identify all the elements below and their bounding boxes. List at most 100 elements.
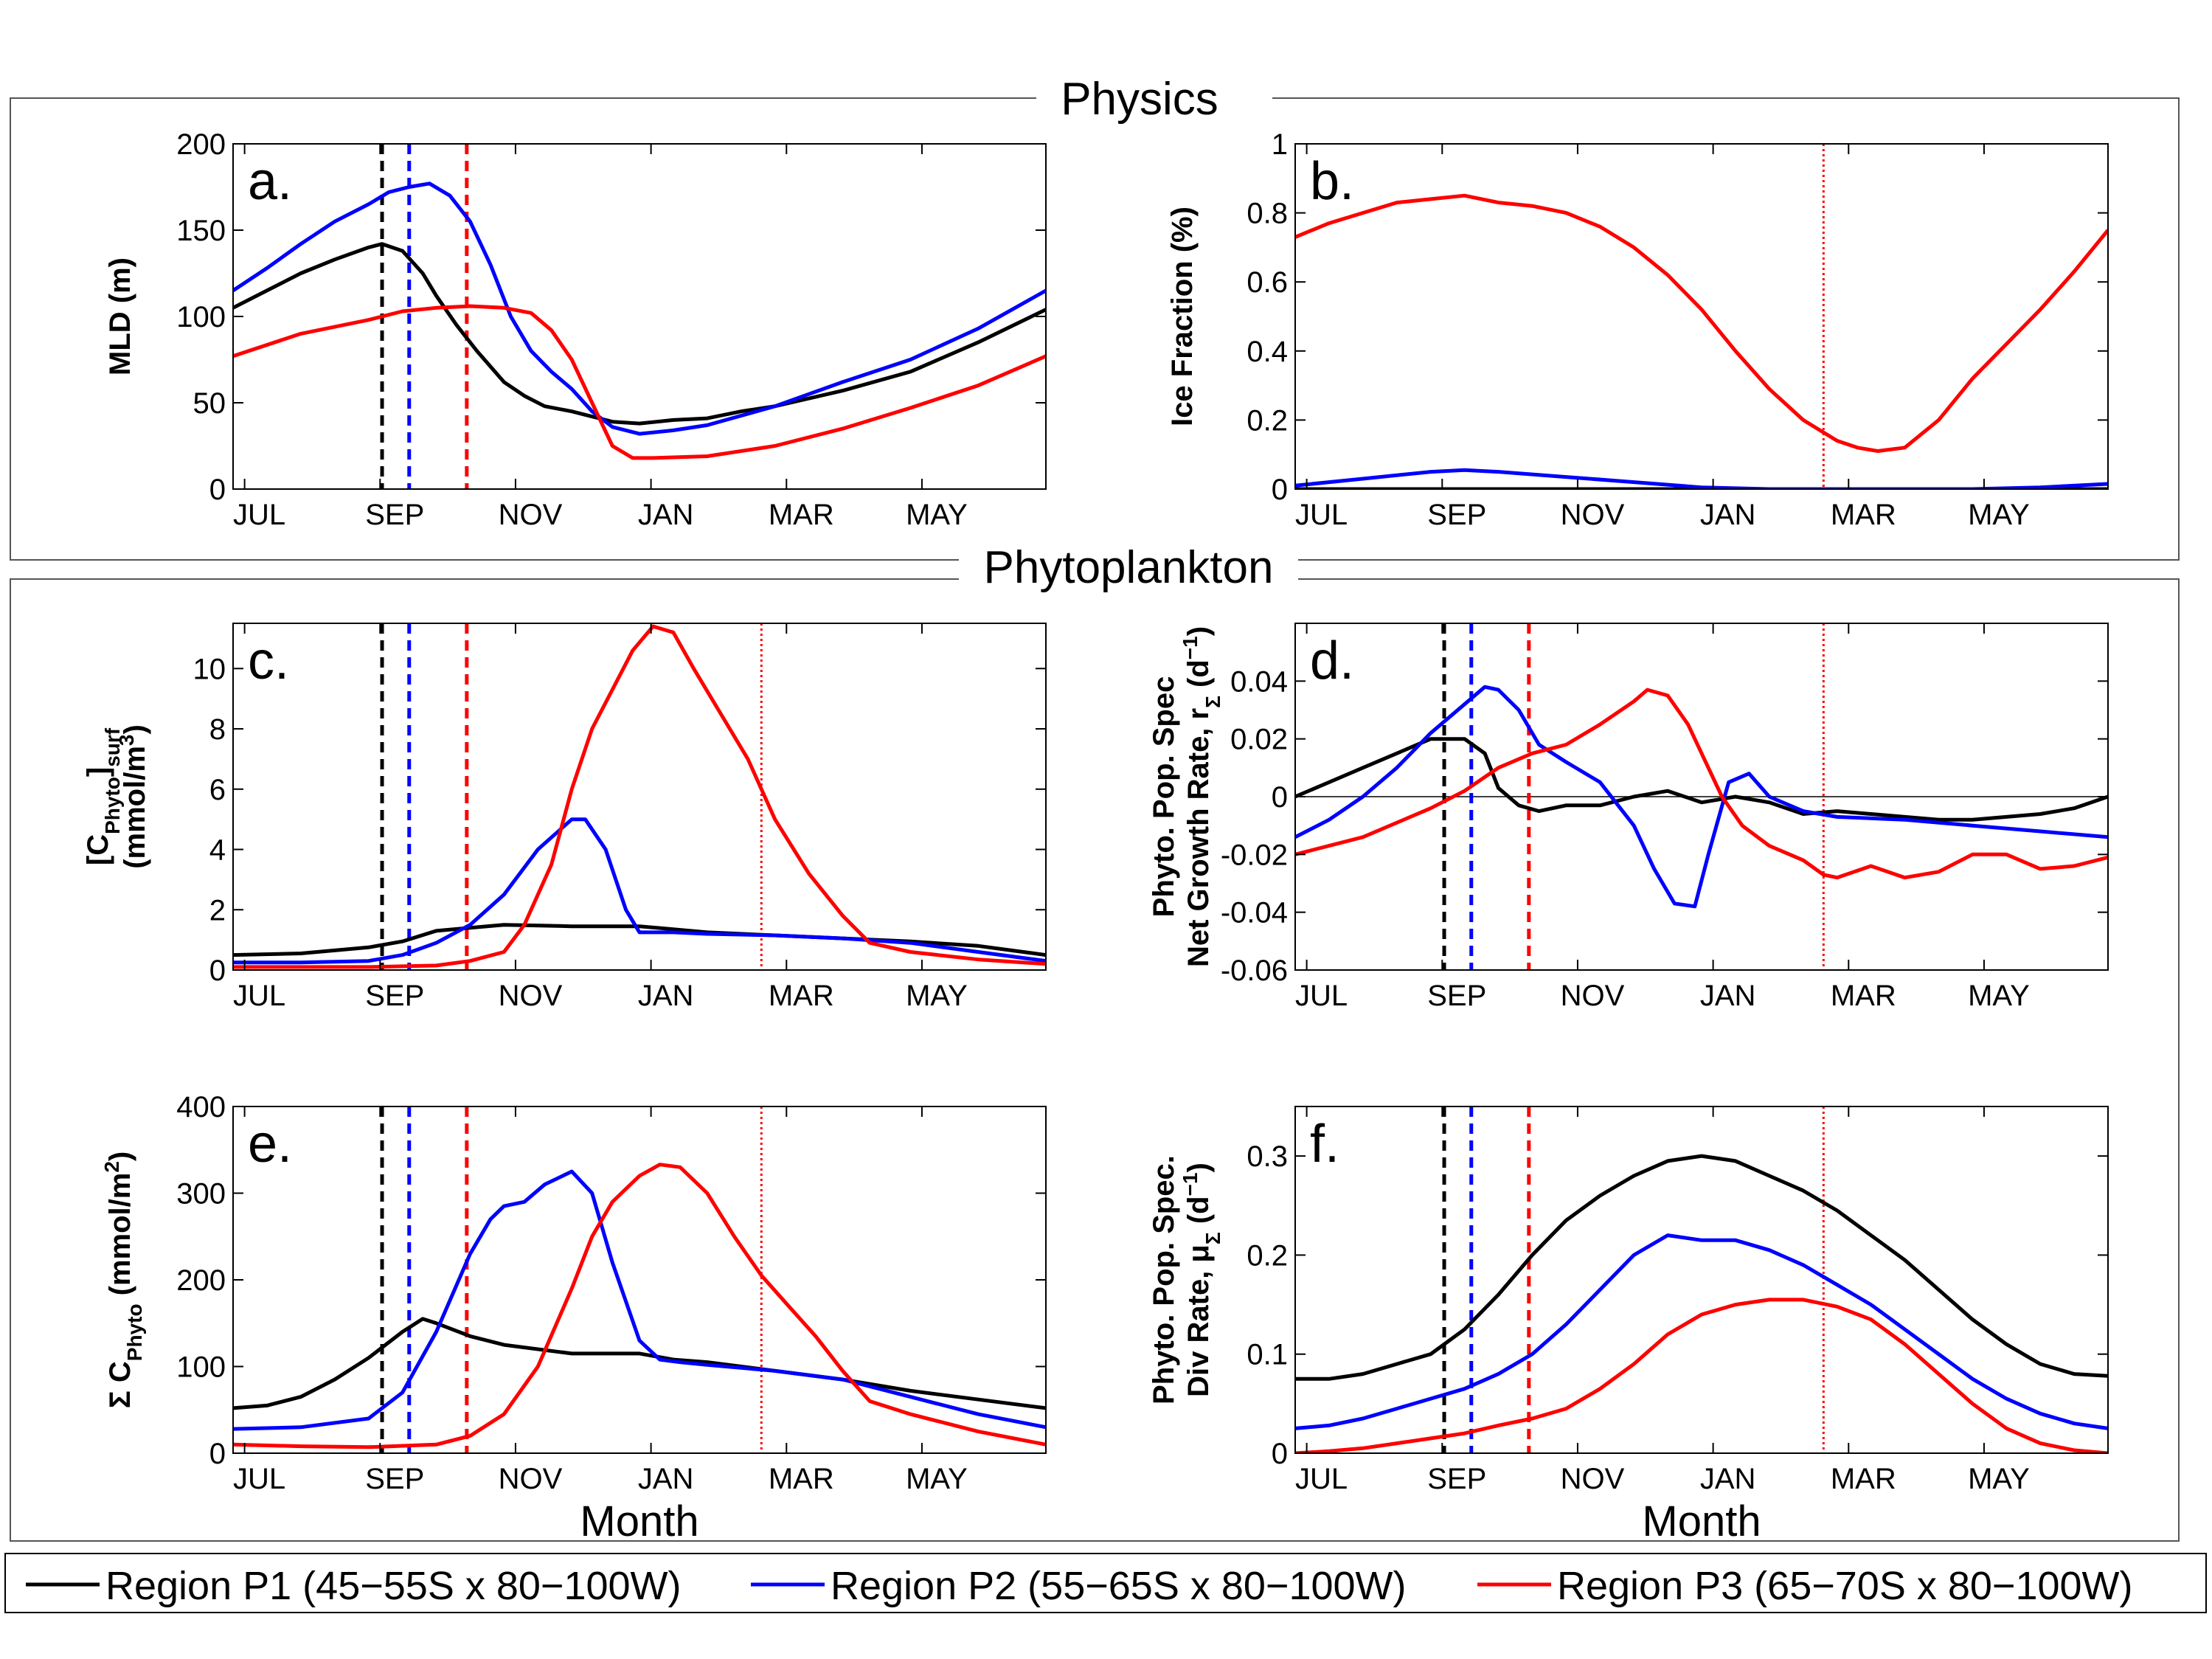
legend-item-p3: Region P3 (65−70S x 80−100W) (1477, 1564, 2133, 1608)
x-tick-label: SEP (1427, 980, 1486, 1012)
y-tick-label: 10 (193, 653, 226, 685)
y-tick-label: 0 (209, 1438, 226, 1470)
y-tick-label: 0 (1272, 474, 1288, 506)
panel-a-mld: 0 50 100 150 200 JUL SEP NOV JAN MAR MAY a. MLD (m) (104, 128, 1047, 531)
legend-item-p2: Region P2 (55−65S x 80−100W) (751, 1564, 1407, 1608)
x-tick-label: NOV (499, 980, 563, 1012)
y-tick-label: 0 (1272, 1438, 1288, 1470)
panel-label: a. (248, 152, 292, 211)
x-tick-label: MAR (1831, 499, 1896, 531)
y-tick-label: -0.02 (1221, 839, 1288, 871)
x-tick-label: JUL (233, 499, 285, 531)
y-axis-label: Ice Fraction (%) (1166, 207, 1199, 426)
x-tick-label: SEP (365, 1463, 424, 1495)
x-tick-label: JAN (1700, 980, 1756, 1012)
x-tick-label: SEP (365, 980, 424, 1012)
x-tick-label: NOV (1561, 1463, 1625, 1495)
axes-frame (1294, 1106, 2109, 1454)
x-tick-label: MAY (906, 499, 968, 531)
series-line-p2 (233, 1169, 1046, 1431)
y-tick-label: 0.8 (1247, 198, 1288, 230)
y-axis-label: Phyto. Pop. Spec (1148, 676, 1180, 918)
y-tick-label: 50 (193, 387, 226, 420)
panel-label: e. (248, 1115, 292, 1174)
x-tick-label: MAR (1831, 1463, 1896, 1495)
series-line-p3 (233, 624, 1046, 969)
y-axis-label: [CPhyto]surf (82, 727, 124, 865)
plot-area (233, 144, 1046, 489)
axes-frame (232, 623, 1047, 971)
series-line-p2 (1295, 468, 2108, 489)
plot-area (233, 623, 1046, 970)
y-axis-label-line2: (mmol/m3) (115, 724, 152, 869)
x-tick-label: JUL (1295, 1463, 1348, 1495)
x-tick-label: MAR (769, 499, 834, 531)
series-line-p1 (1295, 737, 2108, 822)
panel-d-net-growth-rate: -0.06 -0.04 -0.02 0 0.02 0.04 JUL SEP NOV JAN MAR M… (1148, 623, 2109, 1012)
x-tick-label: SEP (365, 499, 424, 531)
series-line-p3 (1295, 688, 2108, 880)
series-line-p2 (1295, 685, 2108, 909)
x-tick-label: JAN (1700, 499, 1756, 531)
phytoplankton-section: Phytoplankton (10, 542, 2180, 1542)
x-tick-label: MAR (1831, 980, 1896, 1012)
legend-label-p1: Region P1 (45−55S x 80−100W) (105, 1564, 682, 1608)
x-tick-label: MAY (1968, 980, 2030, 1012)
x-tick-label: JUL (233, 1463, 285, 1495)
panel-label: b. (1310, 152, 1354, 211)
y-tick-label: 0.02 (1230, 724, 1288, 756)
y-tick-label: 0.2 (1247, 1239, 1288, 1272)
x-tick-label: SEP (1427, 1463, 1486, 1495)
physics-title: Physics (1061, 74, 1218, 125)
panel-label: c. (248, 631, 289, 690)
y-tick-label: 400 (176, 1091, 226, 1123)
y-tick-label: 0.4 (1247, 336, 1288, 368)
y-axis-label: Phyto. Pop. Spec. (1148, 1155, 1180, 1405)
x-tick-label: MAY (1968, 499, 2030, 531)
x-axis-label: Month (580, 1497, 698, 1545)
x-tick-label: NOV (1561, 980, 1625, 1012)
x-tick-label: JAN (1700, 1463, 1756, 1495)
y-tick-label: 4 (209, 834, 226, 867)
y-axis-label-line2: Net Growth Rate, rΣ (d−1) (1179, 626, 1224, 967)
series-line-p3 (233, 1163, 1046, 1450)
series-line-p3 (1295, 1298, 2108, 1453)
panel-label: f. (1310, 1115, 1339, 1174)
x-tick-label: MAY (1968, 1463, 2030, 1495)
legend-item-p1: Region P1 (45−55S x 80−100W) (26, 1564, 682, 1608)
x-tick-label: JUL (1295, 980, 1348, 1012)
x-tick-label: NOV (1561, 499, 1625, 531)
x-tick-label: MAR (769, 1463, 834, 1495)
y-tick-label: 150 (176, 215, 226, 247)
legend: Region P1 (45−55S x 80−100W) Region P2 (… (4, 1553, 2207, 1613)
series-line-p3 (233, 304, 1046, 460)
y-tick-label: 100 (176, 301, 226, 333)
panel-e-integrated-phyto: 0 100 200 300 400 JUL SEP NOV JAN MAR MAY e. Month Σ … (100, 1091, 1047, 1545)
series-line-p2 (233, 181, 1046, 436)
x-tick-label: NOV (499, 499, 563, 531)
y-tick-label: 300 (176, 1178, 226, 1211)
plot-area (1295, 1106, 2108, 1453)
y-tick-label: 0 (209, 955, 226, 987)
legend-label-p2: Region P2 (55−65S x 80−100W) (831, 1564, 1407, 1608)
x-tick-label: JUL (233, 980, 285, 1012)
y-tick-label: 100 (176, 1351, 226, 1384)
y-axis-label-line2: Div Rate, μΣ (d−1) (1179, 1163, 1224, 1397)
y-tick-label: 6 (209, 774, 226, 806)
axes-frame (1294, 143, 2109, 490)
y-tick-label: 0.1 (1247, 1339, 1288, 1371)
panel-b-ice-fraction: 0 0.2 0.4 0.6 0.8 1 JUL SEP NOV JAN MAR MAY b. Ice Fr… (1166, 128, 2109, 531)
y-tick-label: 0 (1272, 781, 1288, 814)
y-tick-label: 2 (209, 894, 226, 927)
y-tick-label: 0.04 (1230, 665, 1288, 698)
panel-f-division-rate: 0 0.1 0.2 0.3 JUL SEP NOV JAN MAR MAY f. Month Phyto… (1148, 1106, 2109, 1545)
y-tick-label: -0.04 (1221, 897, 1288, 929)
y-tick-label: 8 (209, 713, 226, 746)
y-tick-label: 200 (176, 1264, 226, 1297)
y-axis-label: Σ CPhyto (mmol/m2) (100, 1151, 146, 1409)
legend-label-p3: Region P3 (65−70S x 80−100W) (1557, 1564, 2133, 1608)
x-tick-label: JAN (638, 980, 694, 1012)
x-tick-label: MAY (906, 980, 968, 1012)
x-tick-label: JUL (1295, 499, 1348, 531)
y-tick-label: 0.2 (1247, 404, 1288, 437)
